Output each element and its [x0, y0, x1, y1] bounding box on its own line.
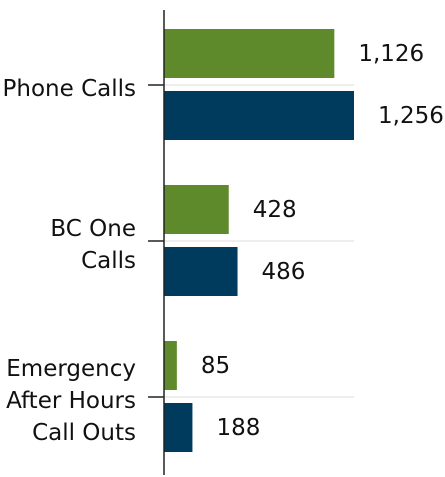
value-label: 1,126 [358, 41, 424, 67]
category-label: Emergency After Hours Call Outs [6, 356, 136, 446]
value-label: 1,256 [378, 103, 444, 129]
bar [164, 247, 238, 296]
bar [164, 91, 354, 140]
value-label: 486 [262, 259, 306, 285]
value-label: 428 [253, 197, 297, 223]
bar [164, 185, 229, 234]
value-label: 188 [216, 415, 260, 441]
value-label: 85 [201, 353, 230, 379]
bar [164, 29, 335, 78]
bar [164, 341, 177, 390]
bar [164, 403, 193, 452]
category-label: BC One Calls [50, 216, 136, 274]
category-label: Phone Calls [2, 76, 136, 102]
